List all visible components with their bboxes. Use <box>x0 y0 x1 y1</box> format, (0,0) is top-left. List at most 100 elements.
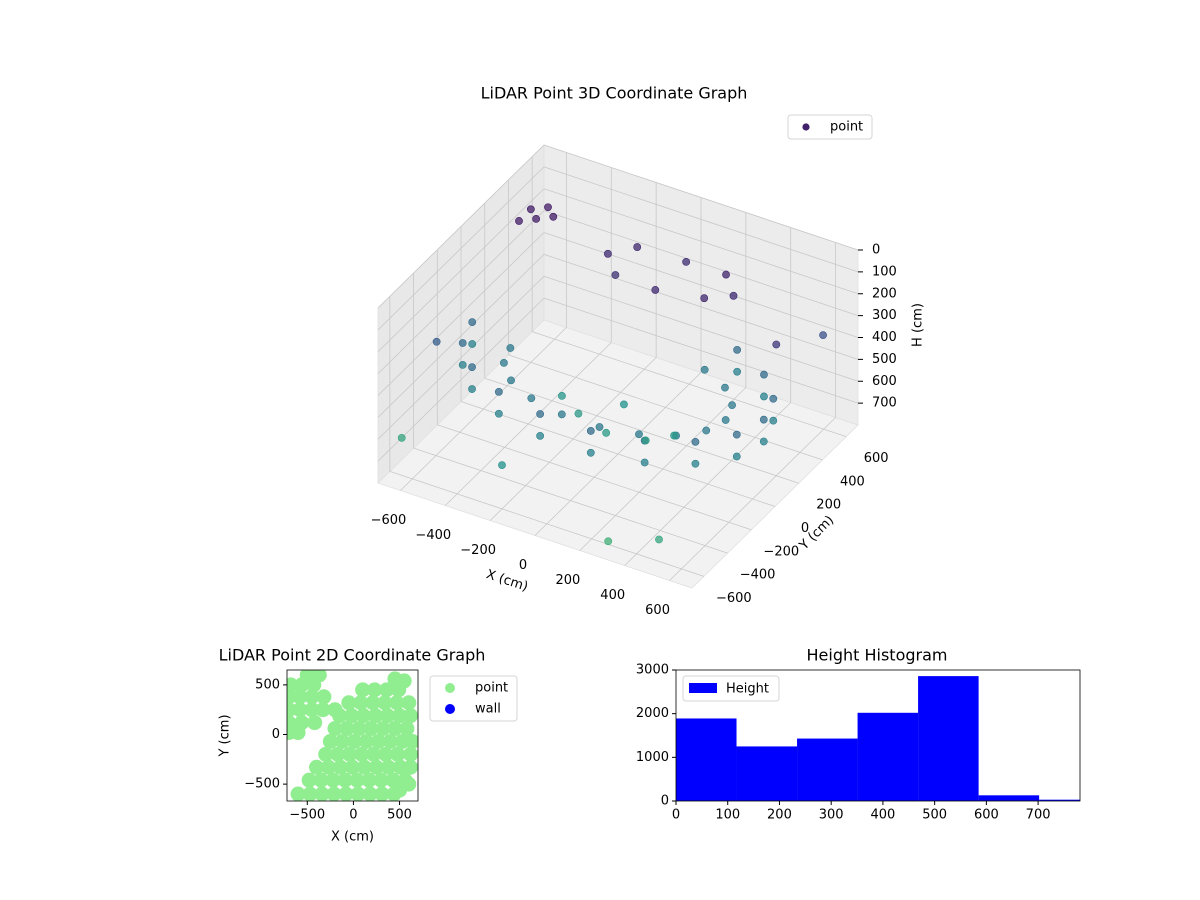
grid-line <box>484 377 799 484</box>
grid-line <box>437 424 752 531</box>
point <box>769 394 778 403</box>
bar <box>857 712 919 801</box>
z-tick-label: 100 <box>872 264 897 279</box>
point <box>314 786 330 801</box>
y-tick-label: −400 <box>740 568 776 583</box>
point <box>635 430 643 439</box>
bar <box>978 795 1040 801</box>
z-tick-label: 600 <box>872 374 897 389</box>
point <box>290 725 306 741</box>
point <box>733 345 742 354</box>
point <box>322 733 338 749</box>
legend-label: point <box>475 681 508 696</box>
z-tick-label: 700 <box>872 396 897 411</box>
point <box>365 695 381 711</box>
point <box>344 708 360 724</box>
point <box>302 786 318 801</box>
legend-marker <box>445 683 455 693</box>
chart-title: Height Histogram <box>807 646 948 665</box>
point <box>368 708 384 724</box>
x-tick-label: 400 <box>600 588 625 603</box>
point <box>318 746 334 762</box>
point <box>292 702 308 718</box>
point <box>586 448 595 457</box>
y-tick-label: −200 <box>763 544 799 559</box>
legend-marker <box>689 683 717 693</box>
point <box>401 695 417 711</box>
point <box>760 370 768 379</box>
point <box>611 271 620 279</box>
legend-marker <box>445 704 455 714</box>
point <box>366 746 382 762</box>
point <box>586 427 595 435</box>
chart-title: LiDAR Point 2D Coordinate Graph <box>219 646 486 665</box>
point <box>536 431 545 440</box>
point <box>309 759 325 775</box>
point <box>404 733 418 749</box>
point <box>307 715 323 731</box>
bar <box>676 718 737 801</box>
x-tick-label: 700 <box>1026 808 1051 823</box>
point <box>403 759 418 775</box>
grid-line <box>543 144 859 251</box>
x-tick-label: 0 <box>349 808 357 823</box>
point <box>327 702 343 718</box>
z-axis-label: H (cm) <box>911 303 926 347</box>
point <box>327 721 343 737</box>
point <box>651 286 660 294</box>
point <box>313 772 329 788</box>
point <box>557 410 566 419</box>
point <box>377 695 393 711</box>
point <box>700 294 709 303</box>
point <box>345 759 360 775</box>
point <box>732 430 741 439</box>
grid-line <box>543 210 859 317</box>
x-tick-label: 200 <box>767 808 792 823</box>
x-tick-label: −400 <box>415 528 451 543</box>
bar <box>1039 799 1080 801</box>
legend-box <box>787 114 873 140</box>
point <box>604 249 612 258</box>
point <box>380 759 396 775</box>
y-tick-label: 600 <box>864 451 889 466</box>
point <box>604 537 613 546</box>
point <box>390 746 406 762</box>
point <box>403 708 418 724</box>
point <box>339 721 355 737</box>
point <box>769 416 778 425</box>
x-tick-label: 0 <box>672 808 680 823</box>
point <box>292 689 308 705</box>
point <box>526 205 535 214</box>
point <box>353 695 369 711</box>
point <box>732 452 741 461</box>
bar <box>797 738 858 801</box>
point <box>760 392 768 401</box>
point <box>341 695 357 711</box>
point <box>494 388 503 396</box>
y-tick-label: 1000 <box>636 750 669 765</box>
point <box>549 212 558 221</box>
x-tick-label: −500 <box>289 808 325 823</box>
x-tick-label: 200 <box>555 573 580 588</box>
grid-line <box>377 297 545 462</box>
point <box>772 340 781 349</box>
point <box>574 409 583 418</box>
point <box>382 733 398 749</box>
point <box>337 772 353 788</box>
y-tick-label: 0 <box>801 521 809 536</box>
point <box>527 394 536 403</box>
point <box>304 702 320 718</box>
point <box>819 331 827 340</box>
point <box>602 428 611 437</box>
point <box>532 214 541 223</box>
point <box>733 367 742 376</box>
point <box>304 689 320 705</box>
y-tick-label: −600 <box>716 591 752 606</box>
point <box>759 415 768 424</box>
point <box>700 365 709 374</box>
point <box>468 363 476 372</box>
grid-line <box>543 275 859 382</box>
point <box>375 721 391 737</box>
point <box>330 746 346 762</box>
